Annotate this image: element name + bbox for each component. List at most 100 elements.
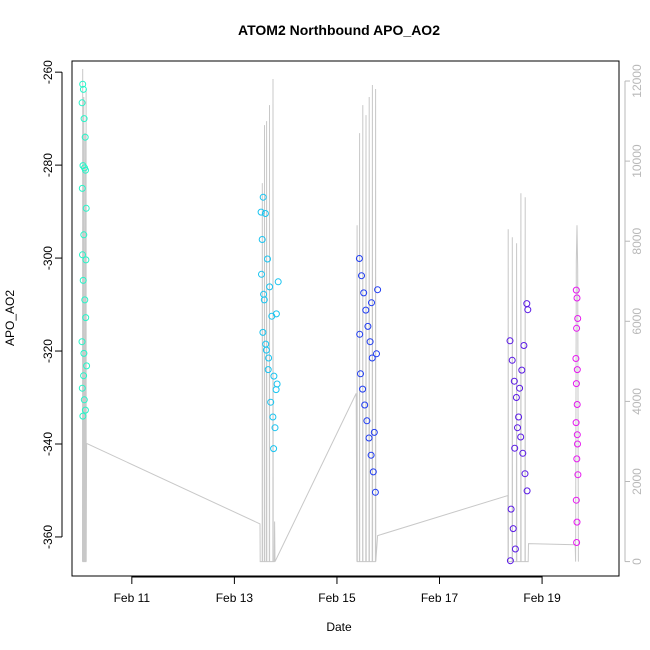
data-point <box>260 290 268 298</box>
data-point <box>272 310 280 318</box>
data-point <box>259 328 267 336</box>
data-point <box>368 299 375 307</box>
y-tick-label: -320 <box>41 339 55 363</box>
data-point <box>362 306 370 314</box>
right-axis: 0 2000 4000 6000 8000 10000 12000 <box>624 64 644 565</box>
data-point <box>365 434 373 442</box>
data-point <box>264 366 272 374</box>
data-point <box>357 370 364 378</box>
data-point <box>262 340 270 348</box>
data-point <box>267 398 275 406</box>
secondary-series-line <box>82 68 579 563</box>
data-point <box>573 455 581 463</box>
y2-tick-label: 10000 <box>630 144 644 178</box>
data-point <box>573 431 581 439</box>
data-point <box>78 384 86 392</box>
data-point <box>269 413 277 421</box>
data-point <box>521 470 529 478</box>
data-point <box>79 276 87 284</box>
data-point <box>359 385 367 393</box>
data-point <box>511 444 519 452</box>
y-tick-label: -340 <box>41 432 55 456</box>
data-point <box>517 433 525 441</box>
data-point <box>506 337 514 345</box>
data-point <box>79 412 87 420</box>
data-point <box>519 449 527 457</box>
x-tick-label: Feb 17 <box>421 591 459 605</box>
data-point <box>511 545 519 553</box>
data-point <box>515 413 523 421</box>
data-point <box>257 208 265 216</box>
data-point <box>273 380 281 388</box>
y-tick-label: -360 <box>41 525 55 549</box>
x-tick-label: Feb 13 <box>216 591 254 605</box>
data-point <box>573 366 581 374</box>
data-point <box>266 283 274 291</box>
data-point <box>274 278 282 286</box>
data-point <box>259 193 267 201</box>
data-point <box>510 377 518 385</box>
data-point <box>81 296 89 304</box>
x-axis-title: Date <box>326 620 352 634</box>
data-point <box>355 255 363 262</box>
data-point <box>78 99 86 107</box>
data-point <box>356 330 364 338</box>
data-point <box>258 270 265 278</box>
data-point <box>369 468 377 476</box>
data-point <box>514 424 521 432</box>
data-point <box>79 251 86 259</box>
data-point <box>520 342 528 349</box>
data-point <box>368 354 376 362</box>
y2-tick-label: 4000 <box>630 388 644 415</box>
data-point <box>264 255 271 263</box>
bottom-axis: Feb 11 Feb 13 Feb 15 Feb 17 Feb 19 <box>114 576 561 605</box>
data-point <box>265 354 273 362</box>
data-point <box>573 294 581 302</box>
data-point <box>81 406 89 414</box>
data-point <box>270 372 278 380</box>
data-point <box>258 236 266 243</box>
data-point <box>370 428 378 436</box>
x-tick-label: Feb 15 <box>318 591 356 605</box>
data-point <box>573 324 581 332</box>
plot-frame <box>71 60 620 577</box>
y2-tick-label: 12000 <box>630 64 644 98</box>
y-tick-label: -260 <box>41 60 55 84</box>
data-point <box>374 286 382 294</box>
data-point <box>371 488 379 496</box>
data-point <box>82 314 90 322</box>
data-point <box>507 505 515 513</box>
data-point <box>367 451 375 459</box>
data-point <box>82 166 89 174</box>
data-point <box>573 401 581 408</box>
data-point <box>523 300 531 308</box>
data-point <box>574 471 582 479</box>
y-tick-label: -300 <box>41 246 55 270</box>
data-point <box>272 386 280 394</box>
data-point <box>360 289 368 297</box>
data-point <box>261 210 269 217</box>
data-point <box>572 496 580 504</box>
data-point <box>516 384 524 392</box>
data-point <box>523 487 531 495</box>
data-point <box>358 272 365 280</box>
data-point <box>363 417 371 425</box>
data-point <box>573 518 581 526</box>
data-point <box>572 355 580 362</box>
data-point <box>573 539 581 546</box>
left-axis: -360 -340 -320 -300 -280 -260 <box>41 60 63 549</box>
points-layer <box>78 80 582 565</box>
data-point <box>82 256 90 264</box>
data-point <box>80 396 88 404</box>
data-point <box>79 80 87 88</box>
chart-title: ATOM2 Northbound APO_AO2 <box>238 22 440 38</box>
data-point <box>79 85 87 93</box>
data-point <box>78 338 86 346</box>
data-point <box>361 401 369 409</box>
data-point <box>506 557 514 565</box>
data-point <box>574 440 581 448</box>
y2-tick-label: 8000 <box>630 228 644 255</box>
data-point <box>80 115 88 123</box>
data-point <box>78 184 86 192</box>
